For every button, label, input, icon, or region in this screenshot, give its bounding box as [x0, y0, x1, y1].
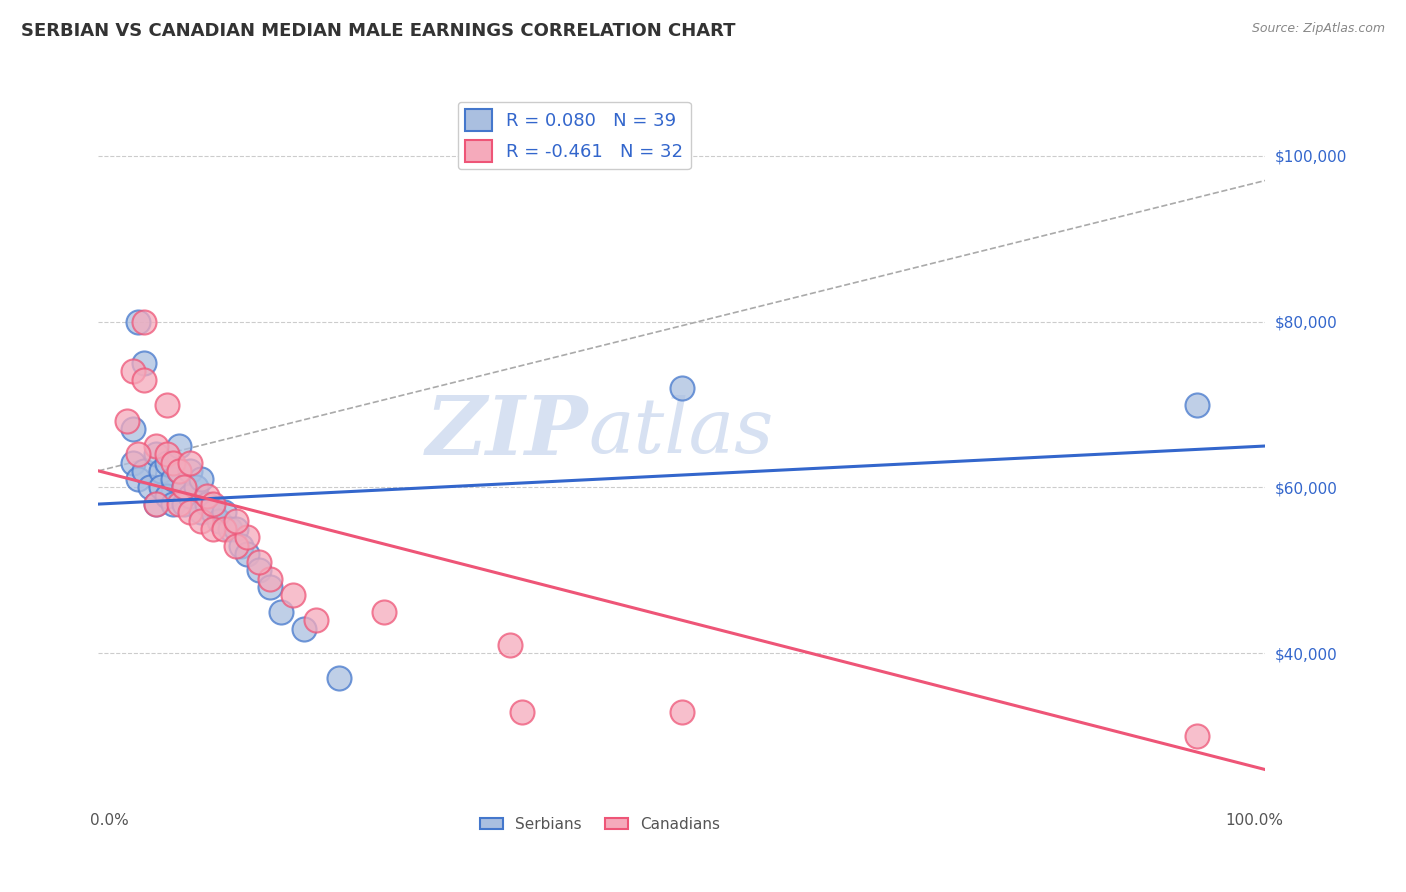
- Point: [201, 522, 224, 536]
- Point: [156, 489, 179, 503]
- Point: [214, 505, 236, 519]
- Point: [173, 497, 195, 511]
- Point: [214, 522, 236, 536]
- Point: [150, 464, 173, 478]
- Point: [259, 572, 281, 586]
- Point: [145, 497, 167, 511]
- Point: [167, 497, 190, 511]
- Point: [173, 481, 195, 495]
- Point: [270, 605, 292, 619]
- Point: [1185, 730, 1208, 744]
- Point: [1185, 397, 1208, 411]
- Point: [231, 539, 253, 553]
- Point: [190, 514, 212, 528]
- Point: [145, 439, 167, 453]
- Text: ZIP: ZIP: [426, 392, 589, 472]
- Point: [156, 397, 179, 411]
- Point: [145, 447, 167, 461]
- Point: [236, 547, 259, 561]
- Point: [145, 497, 167, 511]
- Point: [225, 522, 247, 536]
- Point: [173, 481, 195, 495]
- Point: [510, 705, 533, 719]
- Point: [328, 671, 350, 685]
- Point: [201, 497, 224, 511]
- Point: [259, 580, 281, 594]
- Point: [167, 464, 190, 478]
- Point: [195, 489, 218, 503]
- Point: [121, 364, 143, 378]
- Point: [671, 705, 693, 719]
- Point: [162, 472, 184, 486]
- Point: [179, 505, 201, 519]
- Point: [179, 456, 201, 470]
- Point: [184, 481, 207, 495]
- Point: [156, 447, 179, 461]
- Point: [201, 505, 224, 519]
- Point: [671, 381, 693, 395]
- Point: [139, 481, 162, 495]
- Text: atlas: atlas: [589, 395, 773, 468]
- Point: [247, 555, 270, 569]
- Point: [115, 414, 138, 428]
- Point: [499, 638, 522, 652]
- Point: [207, 514, 229, 528]
- Point: [134, 314, 156, 328]
- Text: SERBIAN VS CANADIAN MEDIAN MALE EARNINGS CORRELATION CHART: SERBIAN VS CANADIAN MEDIAN MALE EARNINGS…: [21, 22, 735, 40]
- Point: [134, 464, 156, 478]
- Point: [150, 481, 173, 495]
- Point: [127, 314, 149, 328]
- Point: [292, 622, 315, 636]
- Point: [162, 497, 184, 511]
- Point: [195, 497, 218, 511]
- Point: [121, 456, 143, 470]
- Point: [225, 539, 247, 553]
- Point: [179, 489, 201, 503]
- Point: [219, 522, 242, 536]
- Point: [190, 505, 212, 519]
- Point: [305, 613, 328, 627]
- Point: [179, 464, 201, 478]
- Point: [236, 530, 259, 544]
- Point: [190, 472, 212, 486]
- Point: [225, 514, 247, 528]
- Point: [167, 439, 190, 453]
- Text: Source: ZipAtlas.com: Source: ZipAtlas.com: [1251, 22, 1385, 36]
- Point: [373, 605, 395, 619]
- Point: [127, 472, 149, 486]
- Point: [134, 373, 156, 387]
- Point: [156, 456, 179, 470]
- Legend: Serbians, Canadians: Serbians, Canadians: [474, 811, 727, 838]
- Point: [247, 564, 270, 578]
- Point: [134, 356, 156, 370]
- Point: [127, 447, 149, 461]
- Point: [121, 422, 143, 436]
- Point: [281, 588, 304, 602]
- Point: [167, 464, 190, 478]
- Point: [162, 456, 184, 470]
